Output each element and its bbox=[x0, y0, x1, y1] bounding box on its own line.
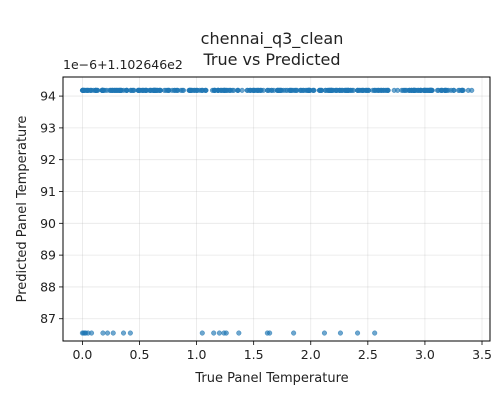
data-point bbox=[93, 87, 99, 93]
y-tick-label: 94 bbox=[40, 89, 56, 104]
data-point bbox=[277, 87, 283, 93]
x-tick-label: 2.0 bbox=[301, 347, 321, 362]
y-tick-label: 91 bbox=[40, 184, 56, 199]
x-tick-label: 0.0 bbox=[72, 347, 92, 362]
data-point bbox=[99, 87, 105, 93]
x-tick-label: 3.5 bbox=[472, 347, 492, 362]
data-point bbox=[371, 87, 377, 93]
data-point bbox=[252, 87, 258, 93]
data-point bbox=[267, 330, 273, 336]
data-point bbox=[341, 87, 347, 93]
data-point bbox=[131, 87, 137, 93]
y-tick-label: 88 bbox=[40, 279, 56, 294]
data-point bbox=[216, 330, 222, 336]
x-tick-label: 1.5 bbox=[244, 347, 264, 362]
data-point bbox=[366, 87, 372, 93]
data-point bbox=[372, 330, 378, 336]
data-point bbox=[291, 330, 297, 336]
data-point bbox=[316, 87, 322, 93]
data-point bbox=[172, 87, 178, 93]
axes-frame bbox=[62, 76, 491, 342]
x-tick-label: 0.5 bbox=[130, 347, 150, 362]
data-point bbox=[223, 330, 229, 336]
data-point bbox=[124, 87, 130, 93]
data-point bbox=[360, 87, 366, 93]
data-point bbox=[83, 87, 89, 93]
data-point bbox=[427, 87, 433, 93]
data-point bbox=[400, 87, 406, 93]
data-point bbox=[395, 87, 401, 93]
x-tick-label: 2.5 bbox=[358, 347, 378, 362]
data-points bbox=[79, 87, 475, 336]
y-tick-label: 92 bbox=[40, 152, 56, 167]
data-point bbox=[114, 87, 121, 93]
grid bbox=[63, 77, 490, 341]
data-point bbox=[110, 330, 116, 336]
data-point bbox=[203, 87, 209, 93]
data-point bbox=[355, 87, 361, 93]
y-offset-label: 1e−6+1.102646e2 bbox=[63, 57, 183, 72]
data-point bbox=[385, 87, 391, 93]
y-axis-label: Predicted Panel Temperature bbox=[15, 116, 30, 303]
chart-title: chennai_q3_clean bbox=[201, 29, 344, 49]
data-point bbox=[108, 87, 114, 93]
y-tick-label: 89 bbox=[40, 248, 56, 263]
data-point bbox=[187, 87, 193, 93]
data-point bbox=[236, 330, 242, 336]
data-point bbox=[266, 87, 272, 93]
data-point bbox=[247, 87, 253, 93]
data-point bbox=[100, 330, 106, 336]
data-point bbox=[469, 87, 475, 93]
data-point bbox=[355, 330, 361, 336]
data-point bbox=[153, 87, 159, 93]
data-point bbox=[451, 87, 457, 93]
data-point bbox=[127, 330, 133, 336]
data-point bbox=[457, 87, 463, 93]
y-tick-label: 90 bbox=[40, 216, 56, 231]
data-point bbox=[136, 87, 142, 93]
data-point bbox=[215, 87, 221, 93]
data-point bbox=[284, 87, 290, 93]
data-point bbox=[147, 87, 154, 93]
data-point bbox=[104, 330, 111, 336]
data-point bbox=[161, 87, 167, 93]
x-tick-label: 3.0 bbox=[415, 347, 435, 362]
data-point bbox=[260, 87, 266, 93]
x-axis-ticks: 0.0 0.5 1.0 1.5 2.0 2.5 3.0 3.5 bbox=[72, 341, 492, 362]
data-point bbox=[442, 87, 448, 93]
data-point bbox=[88, 330, 95, 336]
data-point bbox=[178, 87, 184, 93]
data-point bbox=[199, 330, 205, 336]
data-point bbox=[377, 87, 383, 93]
data-point bbox=[222, 87, 228, 93]
chart-subtitle: True vs Predicted bbox=[202, 50, 340, 69]
data-point bbox=[337, 330, 343, 336]
data-point bbox=[120, 330, 127, 336]
data-point bbox=[197, 87, 203, 93]
data-point bbox=[235, 87, 241, 93]
x-tick-label: 1.0 bbox=[187, 347, 207, 362]
x-axis-label: True Panel Temperature bbox=[194, 371, 348, 386]
data-point bbox=[422, 87, 428, 93]
y-axis-ticks: 87 88 89 90 91 92 93 94 bbox=[40, 89, 63, 326]
data-point bbox=[311, 87, 317, 93]
data-point bbox=[271, 87, 277, 93]
data-point bbox=[408, 87, 415, 93]
y-tick-label: 87 bbox=[40, 311, 56, 326]
data-point bbox=[321, 330, 328, 336]
data-point bbox=[329, 87, 335, 93]
y-tick-label: 93 bbox=[40, 120, 56, 135]
data-point bbox=[334, 87, 340, 93]
data-point bbox=[211, 330, 217, 336]
data-point bbox=[304, 87, 310, 93]
data-point bbox=[291, 87, 297, 93]
